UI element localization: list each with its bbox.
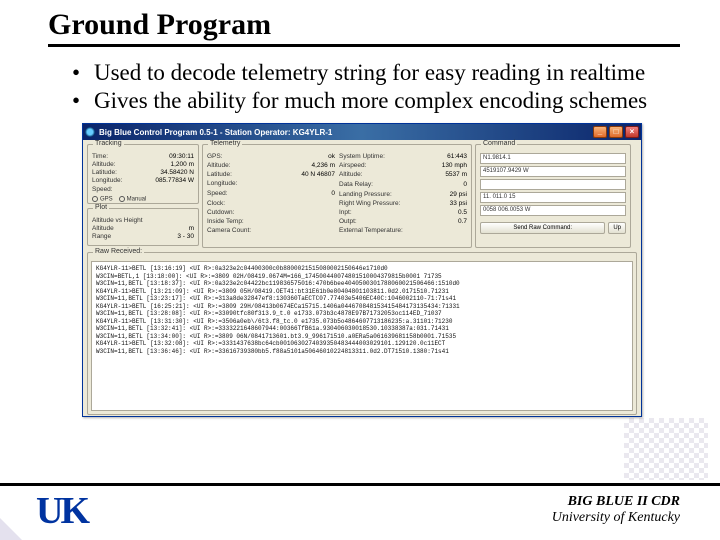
- tracking-value: 1,200 m: [171, 161, 195, 169]
- footer-line2: University of Kentucky: [552, 510, 680, 526]
- tel-value: 5537 m: [445, 171, 467, 179]
- telemetry-legend: Telemetry: [208, 140, 242, 147]
- tel-label: External Temperature:: [339, 227, 403, 235]
- telemetry-panel: Telemetry GPS:ok Altitude:4,236 m Latitu…: [202, 144, 472, 248]
- tel-label: Clock:: [207, 200, 225, 208]
- command-input[interactable]: [480, 179, 626, 190]
- tracking-label: Latitude:: [92, 169, 117, 177]
- raw-line: W3CIN=11,BETL [13:36:46]: <UI R>:=336167…: [96, 348, 628, 356]
- tel-label: Latitude:: [207, 171, 232, 179]
- app-window: Big Blue Control Program 0.5-1 - Station…: [82, 123, 642, 417]
- tel-label: Altitude:: [207, 162, 231, 170]
- tel-label: Right Wing Pressure:: [339, 200, 400, 208]
- tracking-legend: Tracking: [93, 140, 124, 147]
- tracking-label: Speed:: [92, 186, 113, 194]
- bullet-list: Used to decode telemetry string for easy…: [72, 59, 680, 115]
- tel-value: 40 N 46807: [301, 171, 335, 179]
- tracking-panel: Tracking Time:09:30:11 Altitude:1,200 m …: [87, 144, 199, 204]
- command-panel: Command N1.9814.1 4519107.9429 W 11. 011…: [475, 144, 631, 248]
- tracking-value: 085.77834 W: [155, 177, 194, 185]
- bullet-item: Gives the ability for much more complex …: [72, 87, 680, 115]
- tracking-value: 34.58420 N: [160, 169, 194, 177]
- raw-line: KG4YLR-11>BETL [13:16:19] <UI R>:0a323e2…: [96, 265, 628, 273]
- tel-label: Inside Temp:: [207, 218, 244, 226]
- raw-line: W3CIN=11,BETL [13:23:17]: <UI R>:=313a8d…: [96, 295, 628, 303]
- tel-label: Airspeed:: [339, 162, 366, 170]
- command-input[interactable]: 4519107.9429 W: [480, 166, 626, 177]
- plot-value: m: [189, 225, 194, 233]
- tel-label: Camera Count:: [207, 227, 251, 235]
- close-button[interactable]: ×: [625, 126, 639, 138]
- footer-line1: BIG BLUE II CDR: [552, 494, 680, 510]
- raw-line: KG4YLR-11>BETL [13:21:09]: <UI R>:=3809 …: [96, 288, 628, 296]
- tel-label: Speed:: [207, 190, 228, 198]
- plot-label: Altitude: [92, 225, 114, 233]
- up-button[interactable]: Up: [608, 222, 626, 234]
- tracking-value: 09:30:11: [169, 153, 194, 161]
- raw-line: KG4YLR-11>BETL [16:25:21]: <UI R>:=3809 …: [96, 303, 628, 311]
- plot-panel: Plot Altitude vs Height Altitudem Range3…: [87, 208, 199, 246]
- logo-u: U: [36, 492, 60, 530]
- radio-manual[interactable]: Manual: [119, 196, 147, 203]
- raw-textarea[interactable]: KG4YLR-11>BETL [13:16:19] <UI R>:0a323e2…: [91, 261, 633, 411]
- tel-label: Data Relay:: [339, 181, 373, 189]
- tel-value: 130 mph: [442, 162, 467, 170]
- tel-label: Landing Pressure:: [339, 191, 392, 199]
- raw-line: KG4YLR-11>BETL [13:31:30]: <UI R>:=3506a…: [96, 318, 628, 326]
- tel-label: System Uptime:: [339, 153, 385, 161]
- tel-value: 0: [463, 181, 467, 189]
- raw-line: KG4YLR-11>BETL [13:32:08]: <UI R>:=33314…: [96, 340, 628, 348]
- corner-decoration: [0, 518, 22, 540]
- footer-text: BIG BLUE II CDR University of Kentucky: [552, 494, 680, 526]
- slide-title: Ground Program: [48, 8, 680, 47]
- window-title: Big Blue Control Program 0.5-1 - Station…: [99, 128, 593, 137]
- tel-label: Cutdown:: [207, 209, 234, 217]
- logo-k: K: [60, 492, 87, 530]
- radio-gps[interactable]: GPS: [92, 196, 113, 203]
- raw-legend: Raw Received:: [93, 248, 144, 255]
- footer-rule: [0, 483, 720, 486]
- plot-label: Altitude vs Height: [92, 217, 143, 225]
- tel-label: Altitude:: [339, 171, 363, 179]
- tel-label: Longitude:: [207, 180, 237, 188]
- command-input[interactable]: 0058 006.0053 W: [480, 205, 626, 216]
- raw-line: W3CIN=11,BETL [13:34:00]: <UI R>:=3809 0…: [96, 333, 628, 341]
- tel-value: 61:443: [447, 153, 467, 161]
- maximize-button[interactable]: □: [609, 126, 623, 138]
- command-legend: Command: [481, 140, 517, 147]
- raw-line: W3CIN=11,BETL [13:18:37]: <UI R>:0a323e2…: [96, 280, 628, 288]
- command-input[interactable]: N1.9814.1: [480, 153, 626, 164]
- raw-line: W3CIN=11,BETL [13:28:08]: <UI R>:=33090t…: [96, 310, 628, 318]
- tel-value: ok: [328, 153, 335, 161]
- uk-logo: UK: [36, 490, 108, 530]
- tel-value: 0: [331, 190, 335, 198]
- checker-decoration: [624, 418, 708, 480]
- plot-value: 3 - 30: [177, 233, 194, 241]
- bullet-item: Used to decode telemetry string for easy…: [72, 59, 680, 87]
- tracking-label: Time:: [92, 153, 108, 161]
- tel-label: Outpt:: [339, 218, 357, 226]
- tel-value: 0.7: [458, 218, 467, 226]
- app-icon: [85, 127, 95, 137]
- command-input[interactable]: 11. 011.0 15: [480, 192, 626, 203]
- tracking-label: Altitude:: [92, 161, 116, 169]
- tel-value: 4,236 m: [312, 162, 336, 170]
- titlebar: Big Blue Control Program 0.5-1 - Station…: [83, 124, 641, 140]
- raw-line: W3CIN=11,BETL [13:32:41]: <UI R>:=333322…: [96, 325, 628, 333]
- tel-value: 0.5: [458, 209, 467, 217]
- tel-label: Inpt:: [339, 209, 352, 217]
- tel-label: GPS:: [207, 153, 223, 161]
- plot-label: Range: [92, 233, 111, 241]
- raw-line: W3CIN=BETL,1 [13:18:00]: <UI R>:=3809 02…: [96, 273, 628, 281]
- tel-value: 29 psi: [450, 191, 467, 199]
- tracking-label: Longitude:: [92, 177, 122, 185]
- raw-panel: Raw Received: KG4YLR-11>BETL [13:16:19] …: [87, 252, 637, 415]
- plot-legend: Plot: [93, 204, 109, 211]
- send-raw-button[interactable]: Send Raw Command:: [480, 222, 605, 234]
- minimize-button[interactable]: _: [593, 126, 607, 138]
- tel-value: 33 psi: [450, 200, 467, 208]
